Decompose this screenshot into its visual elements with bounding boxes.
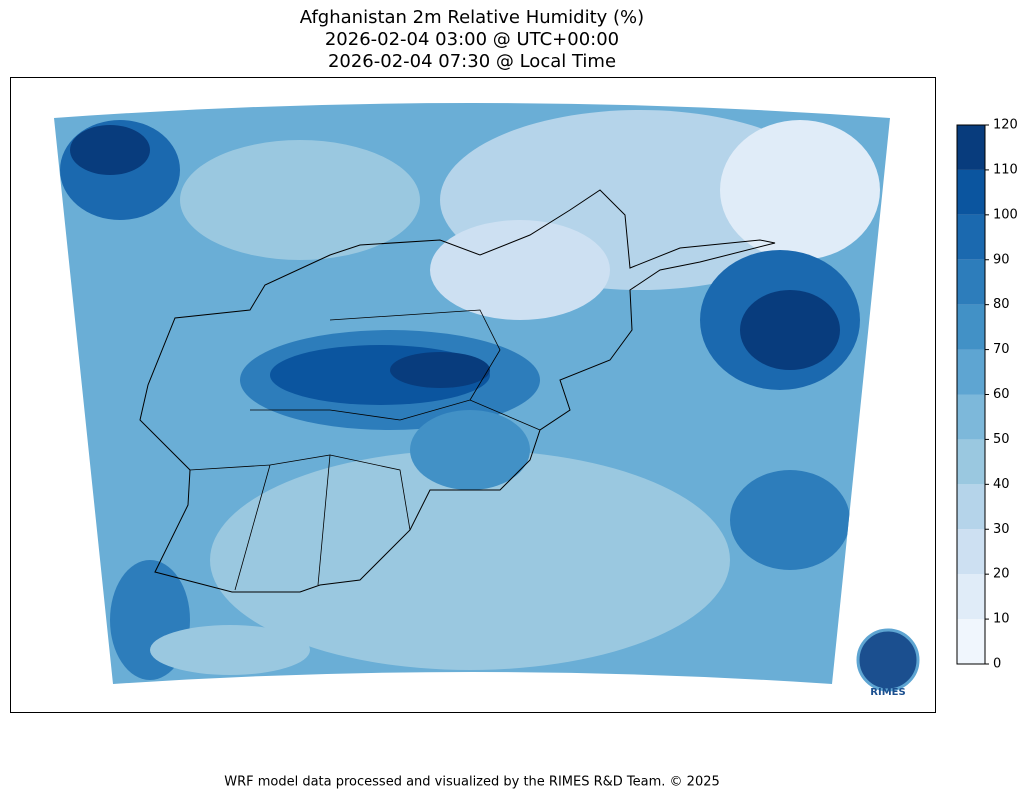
colorbar-tick-label: 0	[993, 657, 1001, 672]
country-border	[139, 189, 776, 593]
colorbar-tick-label: 80	[993, 297, 1010, 312]
colorbar-tick-label: 100	[993, 207, 1018, 222]
logo-label: RIMES	[870, 687, 905, 698]
colorbar-tick-label: 30	[993, 522, 1010, 537]
colorbar-segment	[957, 259, 985, 305]
colorbar-segment	[957, 394, 985, 440]
colorbar-segment	[957, 214, 985, 260]
logo: RIMES	[856, 628, 920, 698]
province-borders	[189, 309, 541, 591]
colorbar-tick-label: 50	[993, 432, 1010, 447]
humidity-field	[54, 103, 890, 684]
colorbar-tick-label: 20	[993, 567, 1010, 582]
footer: WRF model data processed and visualized …	[224, 775, 720, 790]
colorbar-segment	[957, 484, 985, 530]
colorbar-segment	[957, 169, 985, 215]
colorbar-segment	[957, 304, 985, 350]
colorbar-segment	[957, 619, 985, 664]
colorbar-tick-label: 40	[993, 477, 1010, 492]
colorbar-tick-label: 70	[993, 342, 1010, 357]
colorbar-segment	[957, 125, 985, 170]
colorbar-segment	[957, 529, 985, 575]
map-frame	[10, 77, 936, 713]
colorbar-tick-label: 120	[993, 118, 1018, 133]
title-line: 2026-02-04 03:00 @ UTC+00:00	[325, 29, 619, 50]
colorbar-segment	[957, 349, 985, 395]
colorbar-tick-label: 110	[993, 162, 1018, 177]
colorbar-tick-label: 60	[993, 387, 1010, 402]
colorbar-segment	[957, 439, 985, 485]
title-line: Afghanistan 2m Relative Humidity (%)	[300, 7, 644, 28]
title-line: 2026-02-04 07:30 @ Local Time	[328, 51, 616, 72]
colorbar-segment	[957, 574, 985, 620]
colorbar-tick-label: 10	[993, 612, 1010, 627]
colorbar-tick-label: 90	[993, 252, 1010, 267]
